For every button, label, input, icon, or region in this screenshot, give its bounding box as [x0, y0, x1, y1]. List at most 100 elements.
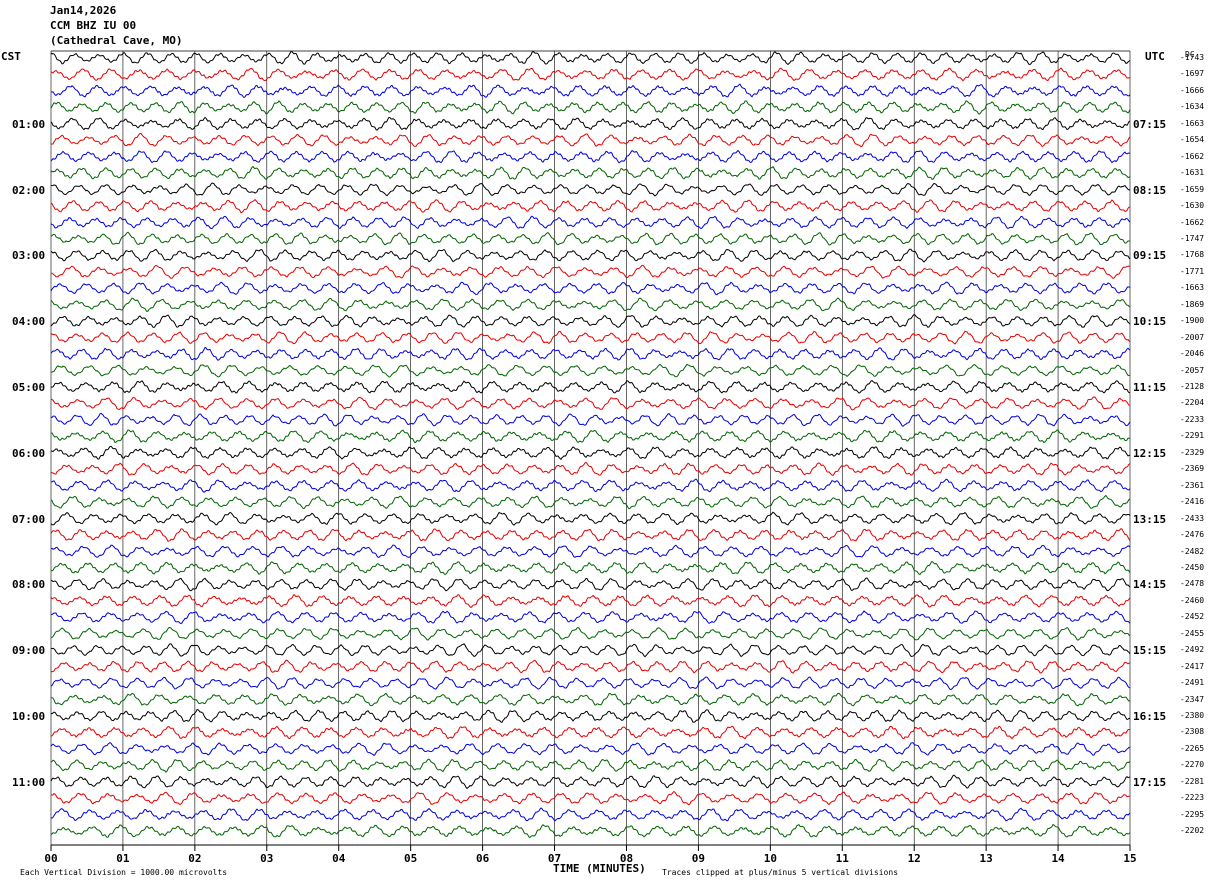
dc-offset-label: -1662 — [1180, 151, 1205, 161]
utc-hour-label: 11:15 — [1133, 381, 1167, 394]
utc-hour-label: 14:15 — [1133, 578, 1167, 592]
cst-label: CST — [1, 50, 21, 63]
dc-offset-label: -2492 — [1180, 645, 1205, 655]
trace-48 — [50, 823, 1131, 839]
dc-offset-label: -1900 — [1180, 316, 1205, 326]
dc-offset-label: -1631 — [1180, 168, 1205, 178]
trace-17 — [50, 314, 1131, 329]
trace-28 — [50, 494, 1131, 510]
trace-7 — [50, 149, 1131, 164]
dc-offset-label: -2128 — [1180, 382, 1205, 391]
dc-offset-label: -2057 — [1180, 365, 1205, 375]
utc-hour-label: 08:15 — [1133, 183, 1167, 197]
dc-offset-label: -2476 — [1180, 530, 1205, 540]
dc-offset-label: -1630 — [1180, 201, 1205, 211]
dc-offset-label: -2270 — [1180, 760, 1205, 770]
dc-offset-label: -2482 — [1180, 546, 1205, 556]
dc-offset-label: -2361 — [1180, 480, 1205, 490]
cst-hour-label: 08:00 — [12, 578, 46, 592]
trace-16 — [50, 297, 1131, 313]
trace-31 — [50, 544, 1131, 559]
dc-offset-label: -2046 — [1180, 349, 1205, 359]
dc-offset-label: -2295 — [1180, 809, 1205, 819]
dc-offset-label: -2329 — [1180, 447, 1205, 457]
dc-offset-label: -2007 — [1180, 332, 1205, 342]
trace-36 — [50, 626, 1131, 641]
dc-offset-label: -2452 — [1180, 612, 1205, 622]
dc-offset-label: -2233 — [1180, 414, 1205, 424]
dc-offset-label: -1654 — [1180, 135, 1205, 145]
x-tick-label-13: 13 — [980, 852, 993, 865]
trace-32 — [50, 560, 1131, 576]
x-tick-label-07: 07 — [548, 852, 561, 865]
trace-19 — [50, 346, 1131, 361]
trace-24 — [50, 429, 1131, 444]
dc-offset-label: -2281 — [1180, 776, 1205, 786]
dc-offset-label: -1663 — [1180, 283, 1205, 293]
cst-hour-label: 07:00 — [12, 512, 46, 526]
date-label: Jan14,2026 — [50, 4, 117, 17]
x-tick-label-01: 01 — [116, 852, 130, 865]
dc-offset-label: -1666 — [1180, 85, 1205, 95]
dc-offset-label: -2204 — [1180, 398, 1205, 408]
x-tick-label-06: 06 — [476, 852, 490, 865]
dc-offset-label: -2478 — [1180, 579, 1205, 589]
trace-15 — [50, 281, 1131, 296]
dc-offset-label: -2369 — [1180, 464, 1205, 474]
dc-offset-label: -2450 — [1180, 562, 1205, 572]
x-axis-label: TIME (MINUTES) — [553, 862, 646, 875]
grid-lines — [50, 50, 1131, 846]
utc-hour-label: 15:15 — [1133, 644, 1167, 658]
dc-offset-label: -2455 — [1180, 628, 1205, 638]
utc-hour-label: 13:15 — [1133, 512, 1167, 526]
dc-offset-label: -2491 — [1180, 678, 1205, 688]
dc-offset-label: -2223 — [1180, 793, 1205, 803]
trace-25 — [50, 445, 1131, 461]
trace-8 — [50, 165, 1131, 180]
trace-44 — [50, 758, 1131, 773]
trace-13 — [50, 248, 1131, 263]
trace-3 — [50, 83, 1131, 99]
trace-40 — [50, 692, 1131, 707]
dc-offset-label: -2347 — [1180, 694, 1205, 704]
trace-26 — [50, 461, 1131, 476]
cst-hour-label: 04:00 — [12, 315, 46, 329]
trace-47 — [50, 807, 1131, 822]
dc-offset-label: -1771 — [1180, 266, 1205, 276]
dc-offset-label: -1662 — [1180, 217, 1205, 227]
trace-37 — [50, 643, 1131, 658]
trace-2 — [50, 67, 1131, 82]
seismic-traces — [50, 50, 1131, 839]
clip-note: Traces clipped at plus/minus 5 vertical … — [662, 868, 899, 877]
x-tick-label-08: 08 — [620, 852, 633, 865]
x-tick-label-10: 10 — [764, 852, 777, 865]
x-tick-label-05: 05 — [404, 852, 417, 865]
trace-20 — [50, 363, 1131, 378]
x-tick-label-02: 02 — [188, 852, 201, 865]
cst-hour-label: 10:00 — [12, 710, 46, 723]
cst-hour-label: 01:00 — [12, 117, 46, 131]
x-tick-label-00: 00 — [44, 852, 57, 865]
dc-offset-label: -1663 — [1180, 118, 1205, 128]
trace-22 — [50, 396, 1131, 411]
dc-offset-label: -2433 — [1180, 513, 1205, 523]
trace-43 — [50, 742, 1131, 757]
trace-33 — [50, 577, 1131, 592]
trace-21 — [50, 380, 1131, 394]
dc-offset-label: -1697 — [1180, 69, 1205, 79]
trace-29 — [50, 511, 1131, 526]
dc-offset-label: -1743 — [1180, 53, 1205, 62]
dc-offset-label: -2308 — [1180, 727, 1205, 737]
dc-offset-label: -1768 — [1180, 250, 1205, 260]
location-label: (Cathedral Cave, MO) — [50, 34, 183, 47]
dc-label: DC — [1185, 50, 1195, 59]
trace-41 — [50, 709, 1131, 724]
x-tick-label-04: 04 — [332, 852, 346, 865]
trace-35 — [50, 610, 1131, 625]
dc-offset-label: -2460 — [1180, 595, 1205, 605]
dc-offset-label: -2416 — [1180, 497, 1205, 507]
trace-27 — [50, 478, 1131, 493]
utc-hour-label: 16:15 — [1133, 710, 1167, 723]
trace-39 — [50, 676, 1131, 691]
